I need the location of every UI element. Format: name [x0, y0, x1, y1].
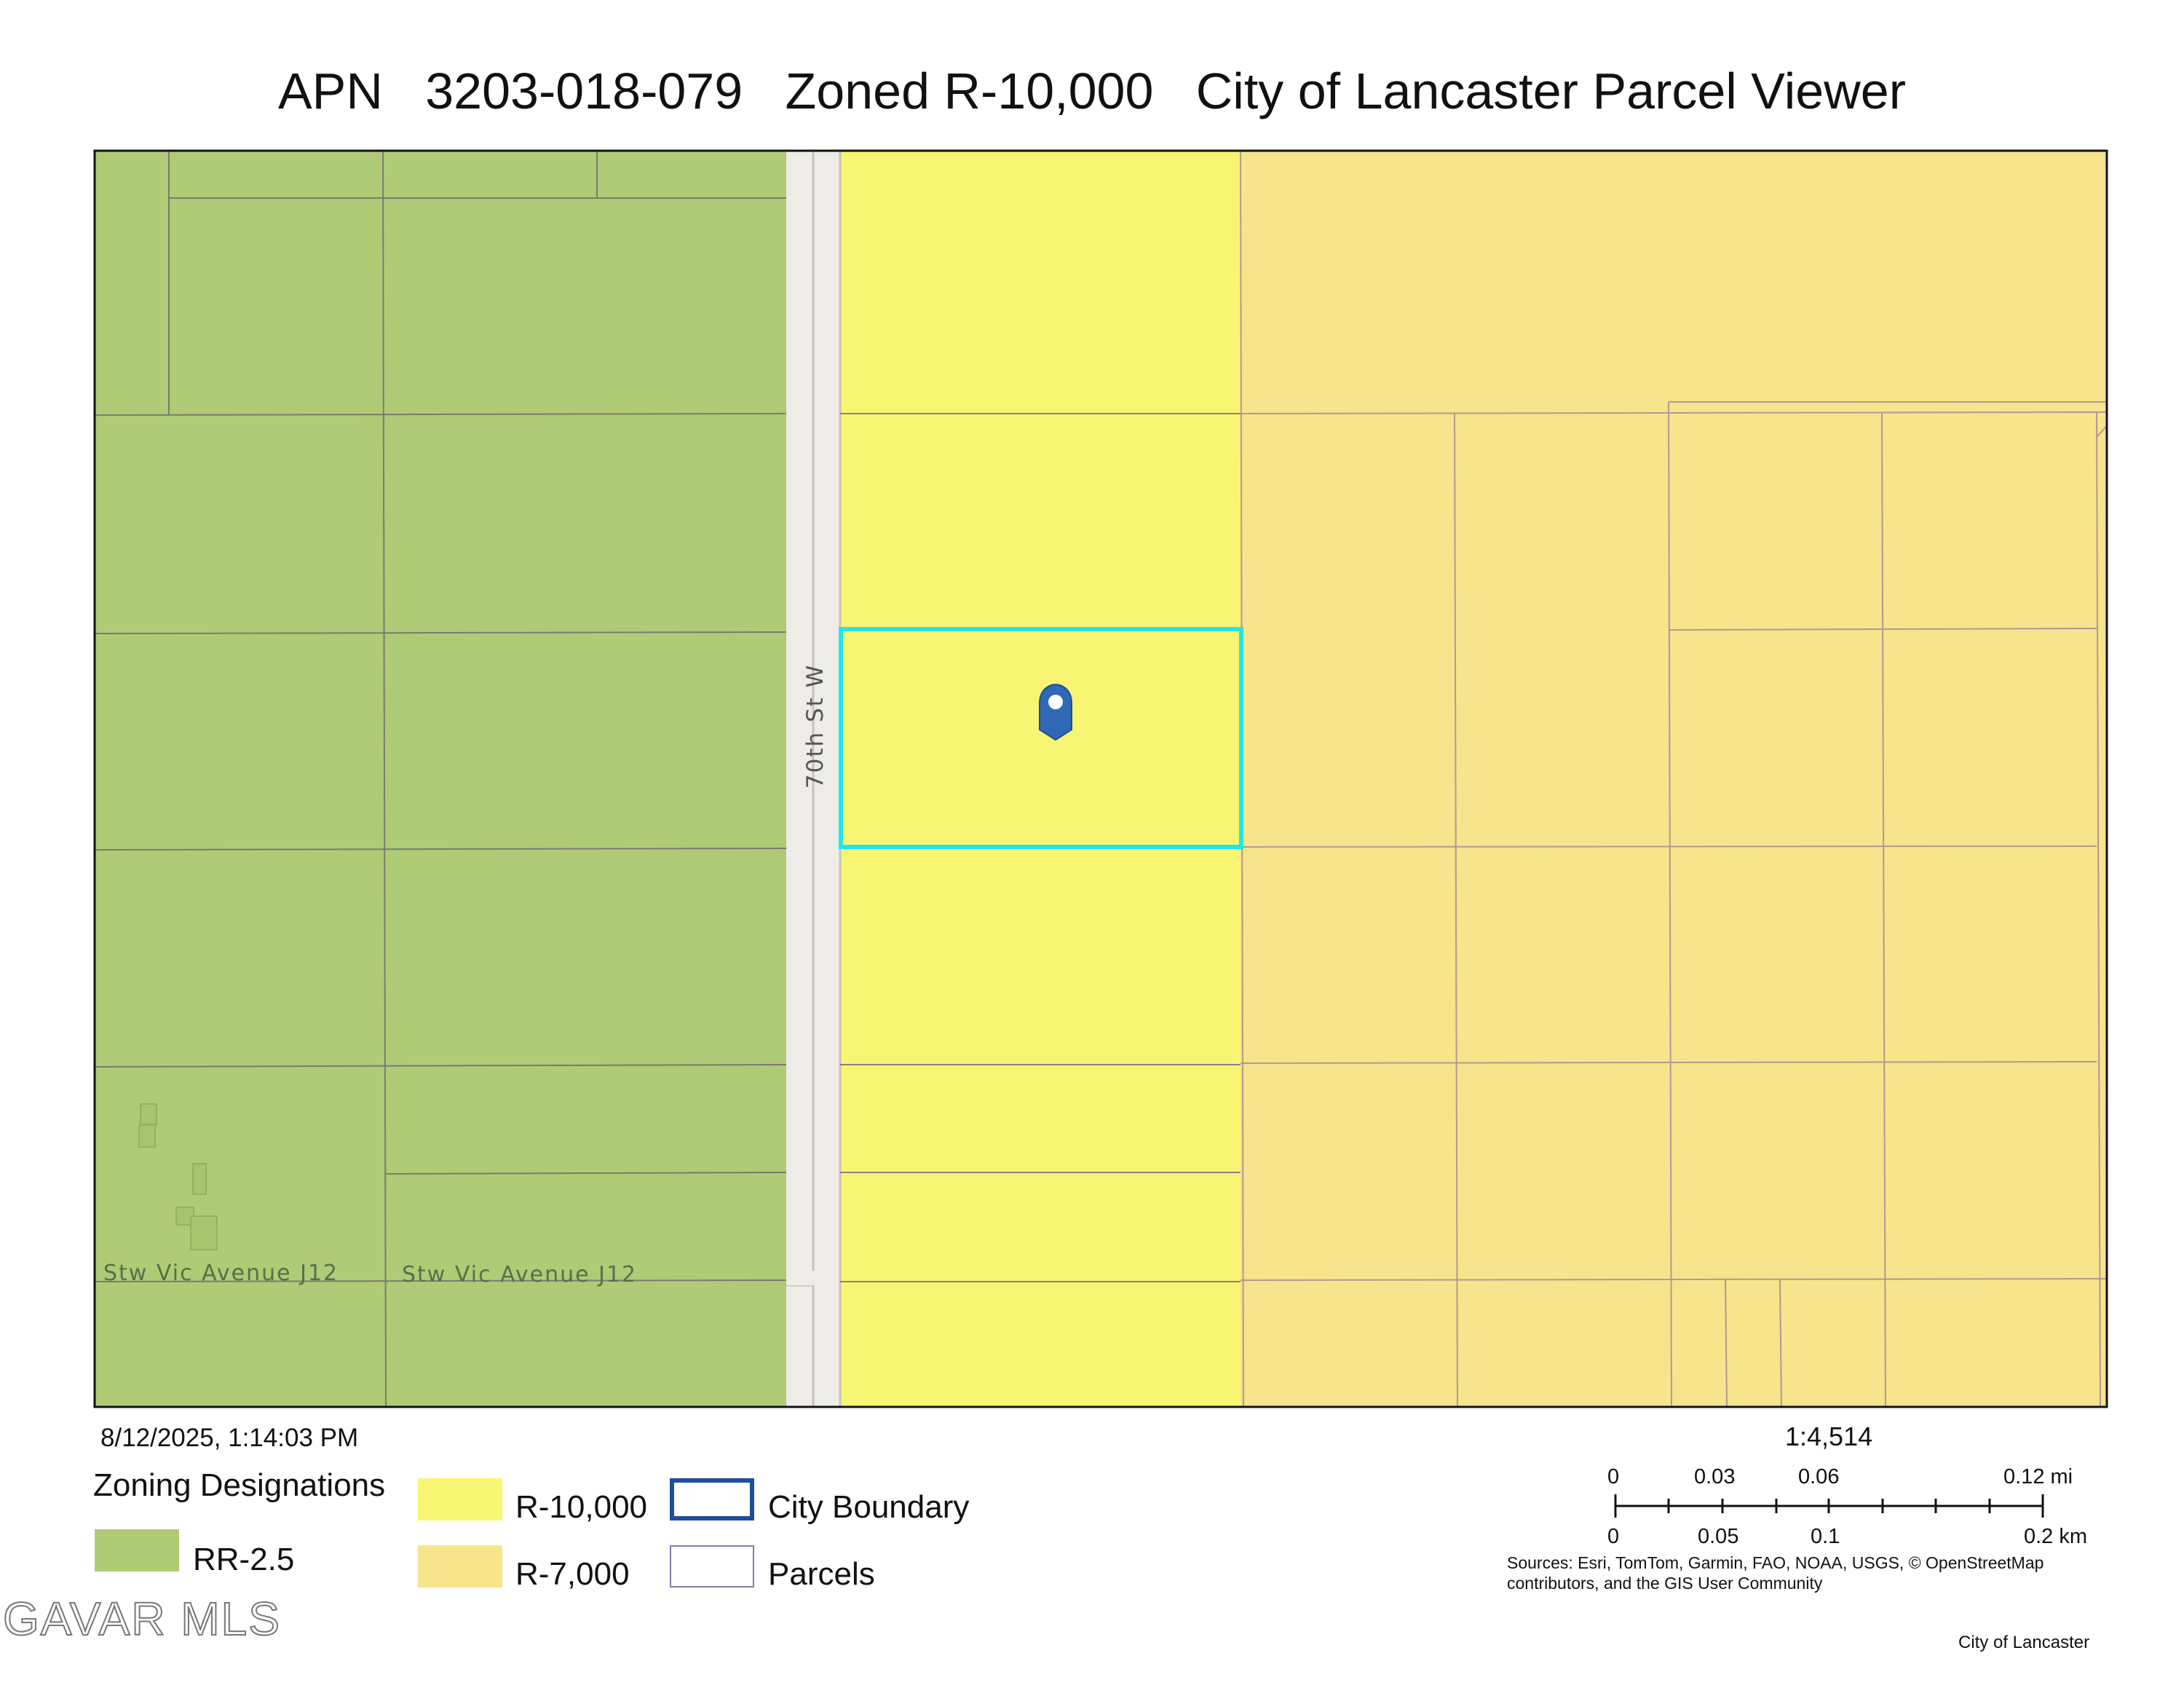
street-label: 70th St W [802, 664, 828, 789]
scale-mi-1: 0.03 [1694, 1465, 1736, 1488]
map-frame [93, 149, 2108, 1408]
legend-swatch-city-boundary [670, 1478, 754, 1521]
legend-swatch-r7000 [418, 1545, 502, 1588]
parcel-lines-r10000 [840, 413, 1241, 1282]
legend-label-r10000: R-10,000 [515, 1489, 648, 1525]
zone-rr-2-5-area [95, 151, 786, 1407]
credit-city: City of Lancaster [1958, 1633, 2090, 1652]
zone-r-7000-area [1241, 151, 2107, 1407]
avenue-label-1: Stw Vic Avenue J12 [103, 1261, 339, 1286]
sources-line-2: contributors, and the GIS User Community [1507, 1574, 1823, 1593]
building-footprints [138, 1103, 218, 1250]
map-sources: Sources: Esri, TomTom, Garmin, FAO, NOAA… [1507, 1553, 2089, 1593]
watermark-logo: GAVAR MLS [2, 1592, 281, 1646]
scale-ratio: 1:4,514 [1785, 1421, 1873, 1451]
selected-parcel-outline[interactable] [839, 627, 1243, 849]
scale-km-1: 0.05 [1698, 1525, 1739, 1548]
sources-line-1: Sources: Esri, TomTom, Garmin, FAO, NOAA… [1507, 1553, 2044, 1572]
map-title: APN 3203-018-079 Zoned R-10,000 City of … [277, 63, 1907, 119]
legend-label-rr: RR-2.5 [193, 1542, 295, 1577]
timestamp: 8/12/2025, 1:14:03 PM [100, 1424, 359, 1452]
scale-bar [1614, 1494, 2044, 1518]
legend-label-parcels: Parcels [768, 1556, 875, 1592]
parcel-lines-r7000 [1240, 150, 2108, 1408]
legend-swatch-r10000 [418, 1478, 502, 1521]
legend-title: Zoning Designations [93, 1467, 386, 1503]
legend-label-city-boundary: City Boundary [768, 1489, 970, 1525]
legend-swatch-rr [95, 1529, 179, 1571]
zone-r-10000-area [840, 151, 1241, 1407]
scale-mi-3: 0.12 mi [2003, 1465, 2073, 1488]
avenue-label-2: Stw Vic Avenue J12 [402, 1262, 637, 1287]
scale-km-3: 0.2 km [2024, 1525, 2088, 1548]
legend-label-r7000: R-7,000 [515, 1556, 630, 1592]
map-pin-icon[interactable] [1039, 683, 1072, 741]
scale-mi-2: 0.06 [1798, 1465, 1840, 1488]
scale-km-2: 0.1 [1811, 1525, 1840, 1548]
scale-km-0: 0 [1607, 1525, 1620, 1548]
legend-swatch-parcels [670, 1545, 754, 1588]
parcel-lines-rr [94, 150, 787, 1408]
scale-mi-0: 0 [1607, 1465, 1620, 1488]
